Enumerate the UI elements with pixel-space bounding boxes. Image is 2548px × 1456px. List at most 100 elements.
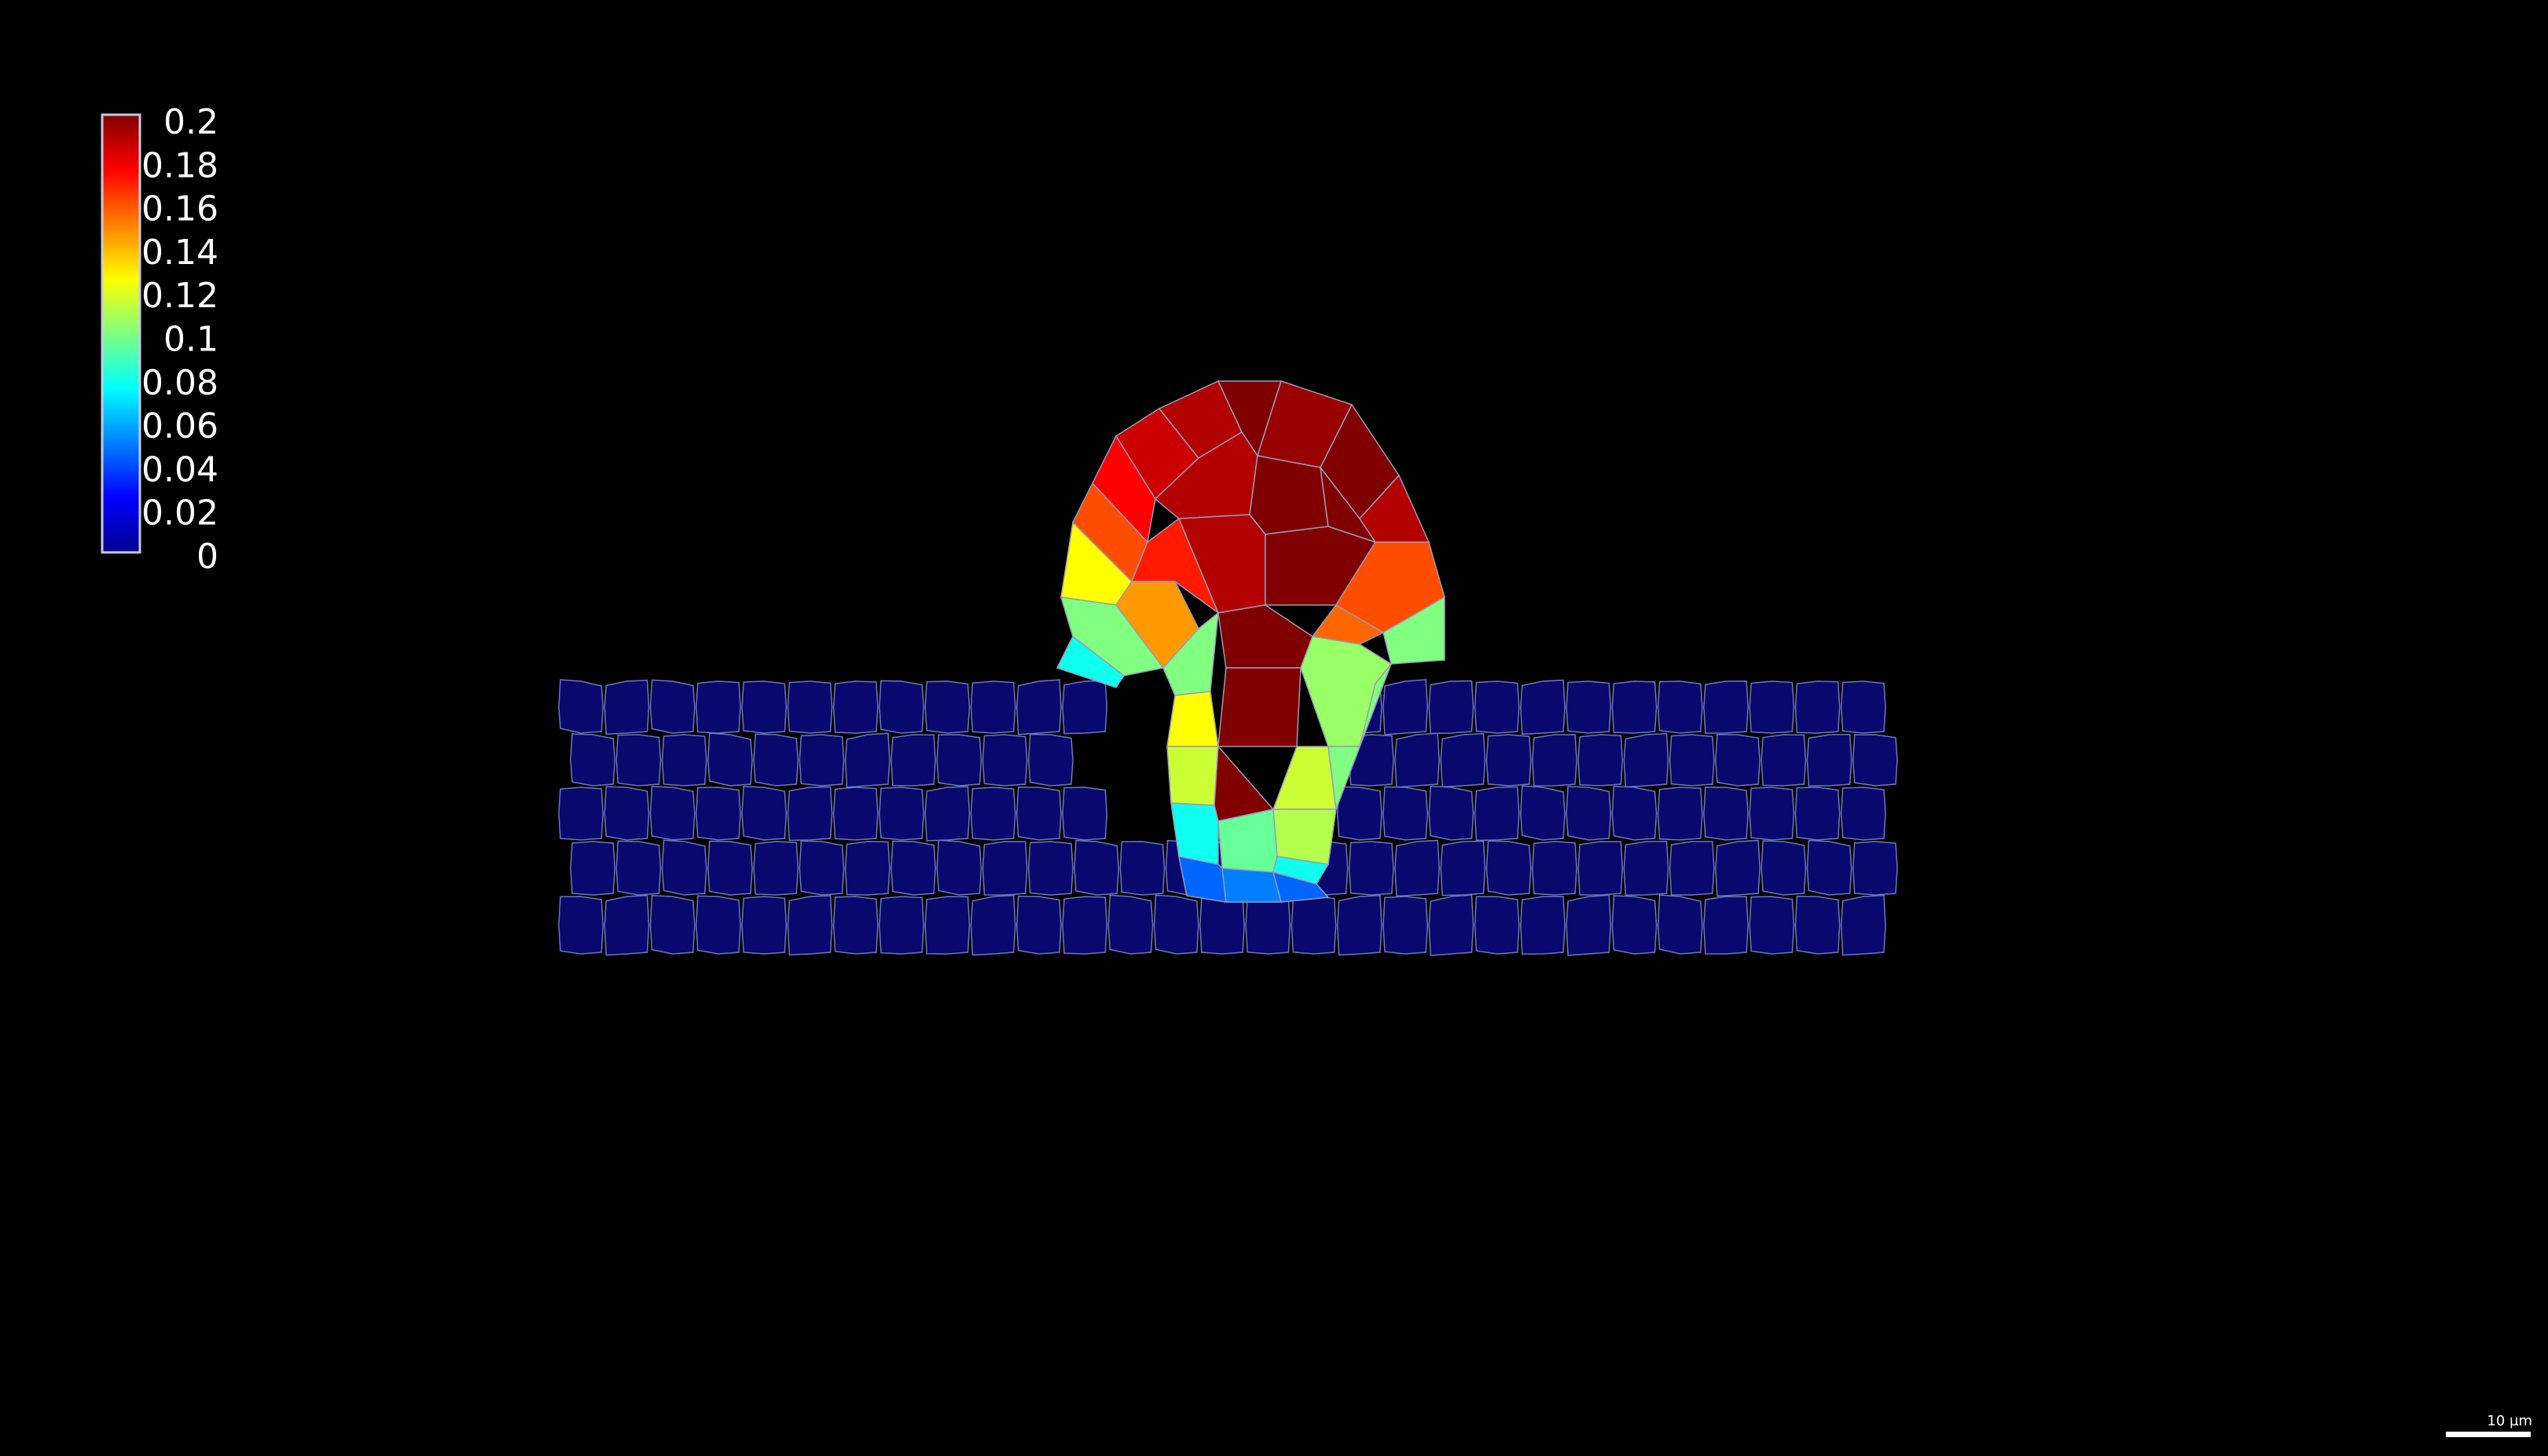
epithelium-cell: [1474, 896, 1520, 955]
colorbar-tick-label: 0.16: [141, 189, 218, 229]
epithelium-cell: [570, 841, 616, 896]
epithelium-cell: [1532, 841, 1577, 896]
epithelium-cell: [832, 787, 879, 841]
epithelium-cell: [1028, 841, 1074, 896]
epithelium-cell: [1520, 896, 1566, 955]
bud-cell: [1170, 802, 1219, 865]
epithelium-cell: [970, 680, 1016, 734]
bud-cell: [1382, 596, 1445, 665]
epithelium-cell: [1474, 786, 1520, 842]
bud-cell: [1162, 611, 1219, 696]
scale-bar: 10 µm: [2446, 1413, 2532, 1437]
epithelium-cell: [707, 732, 753, 787]
epithelium-cell: [1806, 733, 1852, 787]
epithelium-cell: [604, 894, 650, 956]
epithelium-cell: [1760, 840, 1807, 896]
colorbar: 0.20.180.160.140.120.10.080.060.040.020: [101, 102, 218, 577]
epithelium-cell: [741, 896, 788, 955]
epithelium-cell: [1107, 894, 1154, 955]
epithelium-cell: [1062, 680, 1108, 735]
epithelium-cell: [707, 840, 753, 896]
epithelium-cell: [1794, 680, 1841, 734]
epithelium-cell: [1348, 841, 1394, 896]
epithelium-cell: [1016, 787, 1062, 841]
epithelium-cell: [1749, 787, 1795, 841]
epithelium-cell: [1749, 680, 1795, 734]
bud-cell: [1217, 809, 1278, 873]
scale-bar-label: 10 µm: [2487, 1413, 2532, 1429]
epithelium-cell: [1657, 787, 1703, 841]
epithelium-cell: [1394, 839, 1440, 897]
epithelium-cell: [1153, 894, 1199, 955]
epithelium-cell: [1703, 680, 1749, 734]
bud-cell: [1272, 871, 1330, 903]
epithelium-cell: [1840, 680, 1886, 734]
epithelium-cell: [799, 840, 845, 896]
epithelium-cell: [615, 840, 662, 896]
epithelium-cell: [661, 734, 707, 787]
epithelium-cell: [1428, 894, 1474, 956]
epithelium-cell: [924, 896, 971, 955]
colorbar-tick-label: 0.2: [163, 102, 218, 142]
epithelium-cell: [1852, 841, 1898, 896]
epithelium-cell: [1749, 896, 1795, 955]
epithelium-cell: [1336, 894, 1382, 956]
epithelium-cell: [558, 896, 604, 955]
epithelium-cell: [1440, 732, 1486, 788]
epithelium-cell: [1074, 839, 1120, 896]
bud-cell: [1166, 691, 1219, 747]
epithelium-cell: [753, 733, 799, 787]
epithelium-cell: [1566, 785, 1612, 841]
epithelium-cells: [558, 679, 1898, 956]
bud-cell: [1221, 867, 1282, 903]
bud-cell: [1272, 809, 1337, 865]
epithelium-cell: [696, 895, 741, 955]
epithelium-cell: [1566, 894, 1612, 956]
colorbar-tick-label: 0.12: [141, 276, 218, 316]
colorbar-tick-label: 0.04: [141, 449, 218, 490]
epithelium-cell: [1657, 894, 1703, 955]
colorbar-tick-label: 0.1: [163, 320, 218, 360]
epithelium-cell: [970, 787, 1016, 841]
epithelium-cell: [1623, 840, 1669, 897]
colorbar-ticks: 0.20.180.160.140.120.10.080.060.040.020: [141, 102, 218, 577]
epithelium-cell: [879, 787, 924, 841]
epithelium-cell: [1016, 679, 1062, 735]
epithelium-cell: [1611, 895, 1658, 955]
epithelium-cell: [1703, 896, 1749, 955]
epithelium-cell: [1760, 734, 1807, 787]
epithelium-cell: [936, 839, 982, 896]
epithelium-cell: [649, 679, 696, 734]
epithelium-cell: [1852, 734, 1898, 787]
epithelium-cell: [1611, 680, 1658, 734]
epithelium-cell: [1840, 787, 1886, 841]
colorbar-tick-label: 0.18: [141, 145, 218, 185]
epithelium-cell: [844, 732, 890, 788]
colorbar-tick-label: 0.14: [141, 233, 218, 273]
epithelium-cell: [1794, 895, 1841, 955]
epithelium-cell: [615, 734, 662, 787]
bud-cell: [1249, 455, 1329, 535]
epithelium-cell: [1566, 680, 1612, 734]
epithelium-cell: [924, 680, 971, 734]
epithelium-cell: [1199, 896, 1245, 955]
epithelium-cell: [1474, 680, 1520, 734]
epithelium-cell: [1577, 841, 1624, 896]
colorbar-gradient: [101, 113, 141, 554]
bud-cell: [1056, 635, 1125, 688]
epithelium-cell: [1577, 734, 1624, 787]
epithelium-cell: [832, 680, 879, 734]
epithelium-cell: [1611, 785, 1658, 841]
scale-bar-line: [2446, 1432, 2531, 1437]
epithelium-cell: [936, 734, 982, 787]
epithelium-cell: [558, 787, 604, 841]
epithelium-cell: [1485, 840, 1532, 896]
epithelium-cell: [1623, 732, 1669, 788]
epithelium-cell: [1532, 734, 1577, 787]
epithelium-cell: [1715, 733, 1760, 787]
epithelium-cell: [1062, 896, 1108, 955]
epithelium-cell: [1520, 785, 1566, 841]
epithelium-cell: [753, 841, 799, 896]
epithelium-cell: [1794, 787, 1841, 841]
